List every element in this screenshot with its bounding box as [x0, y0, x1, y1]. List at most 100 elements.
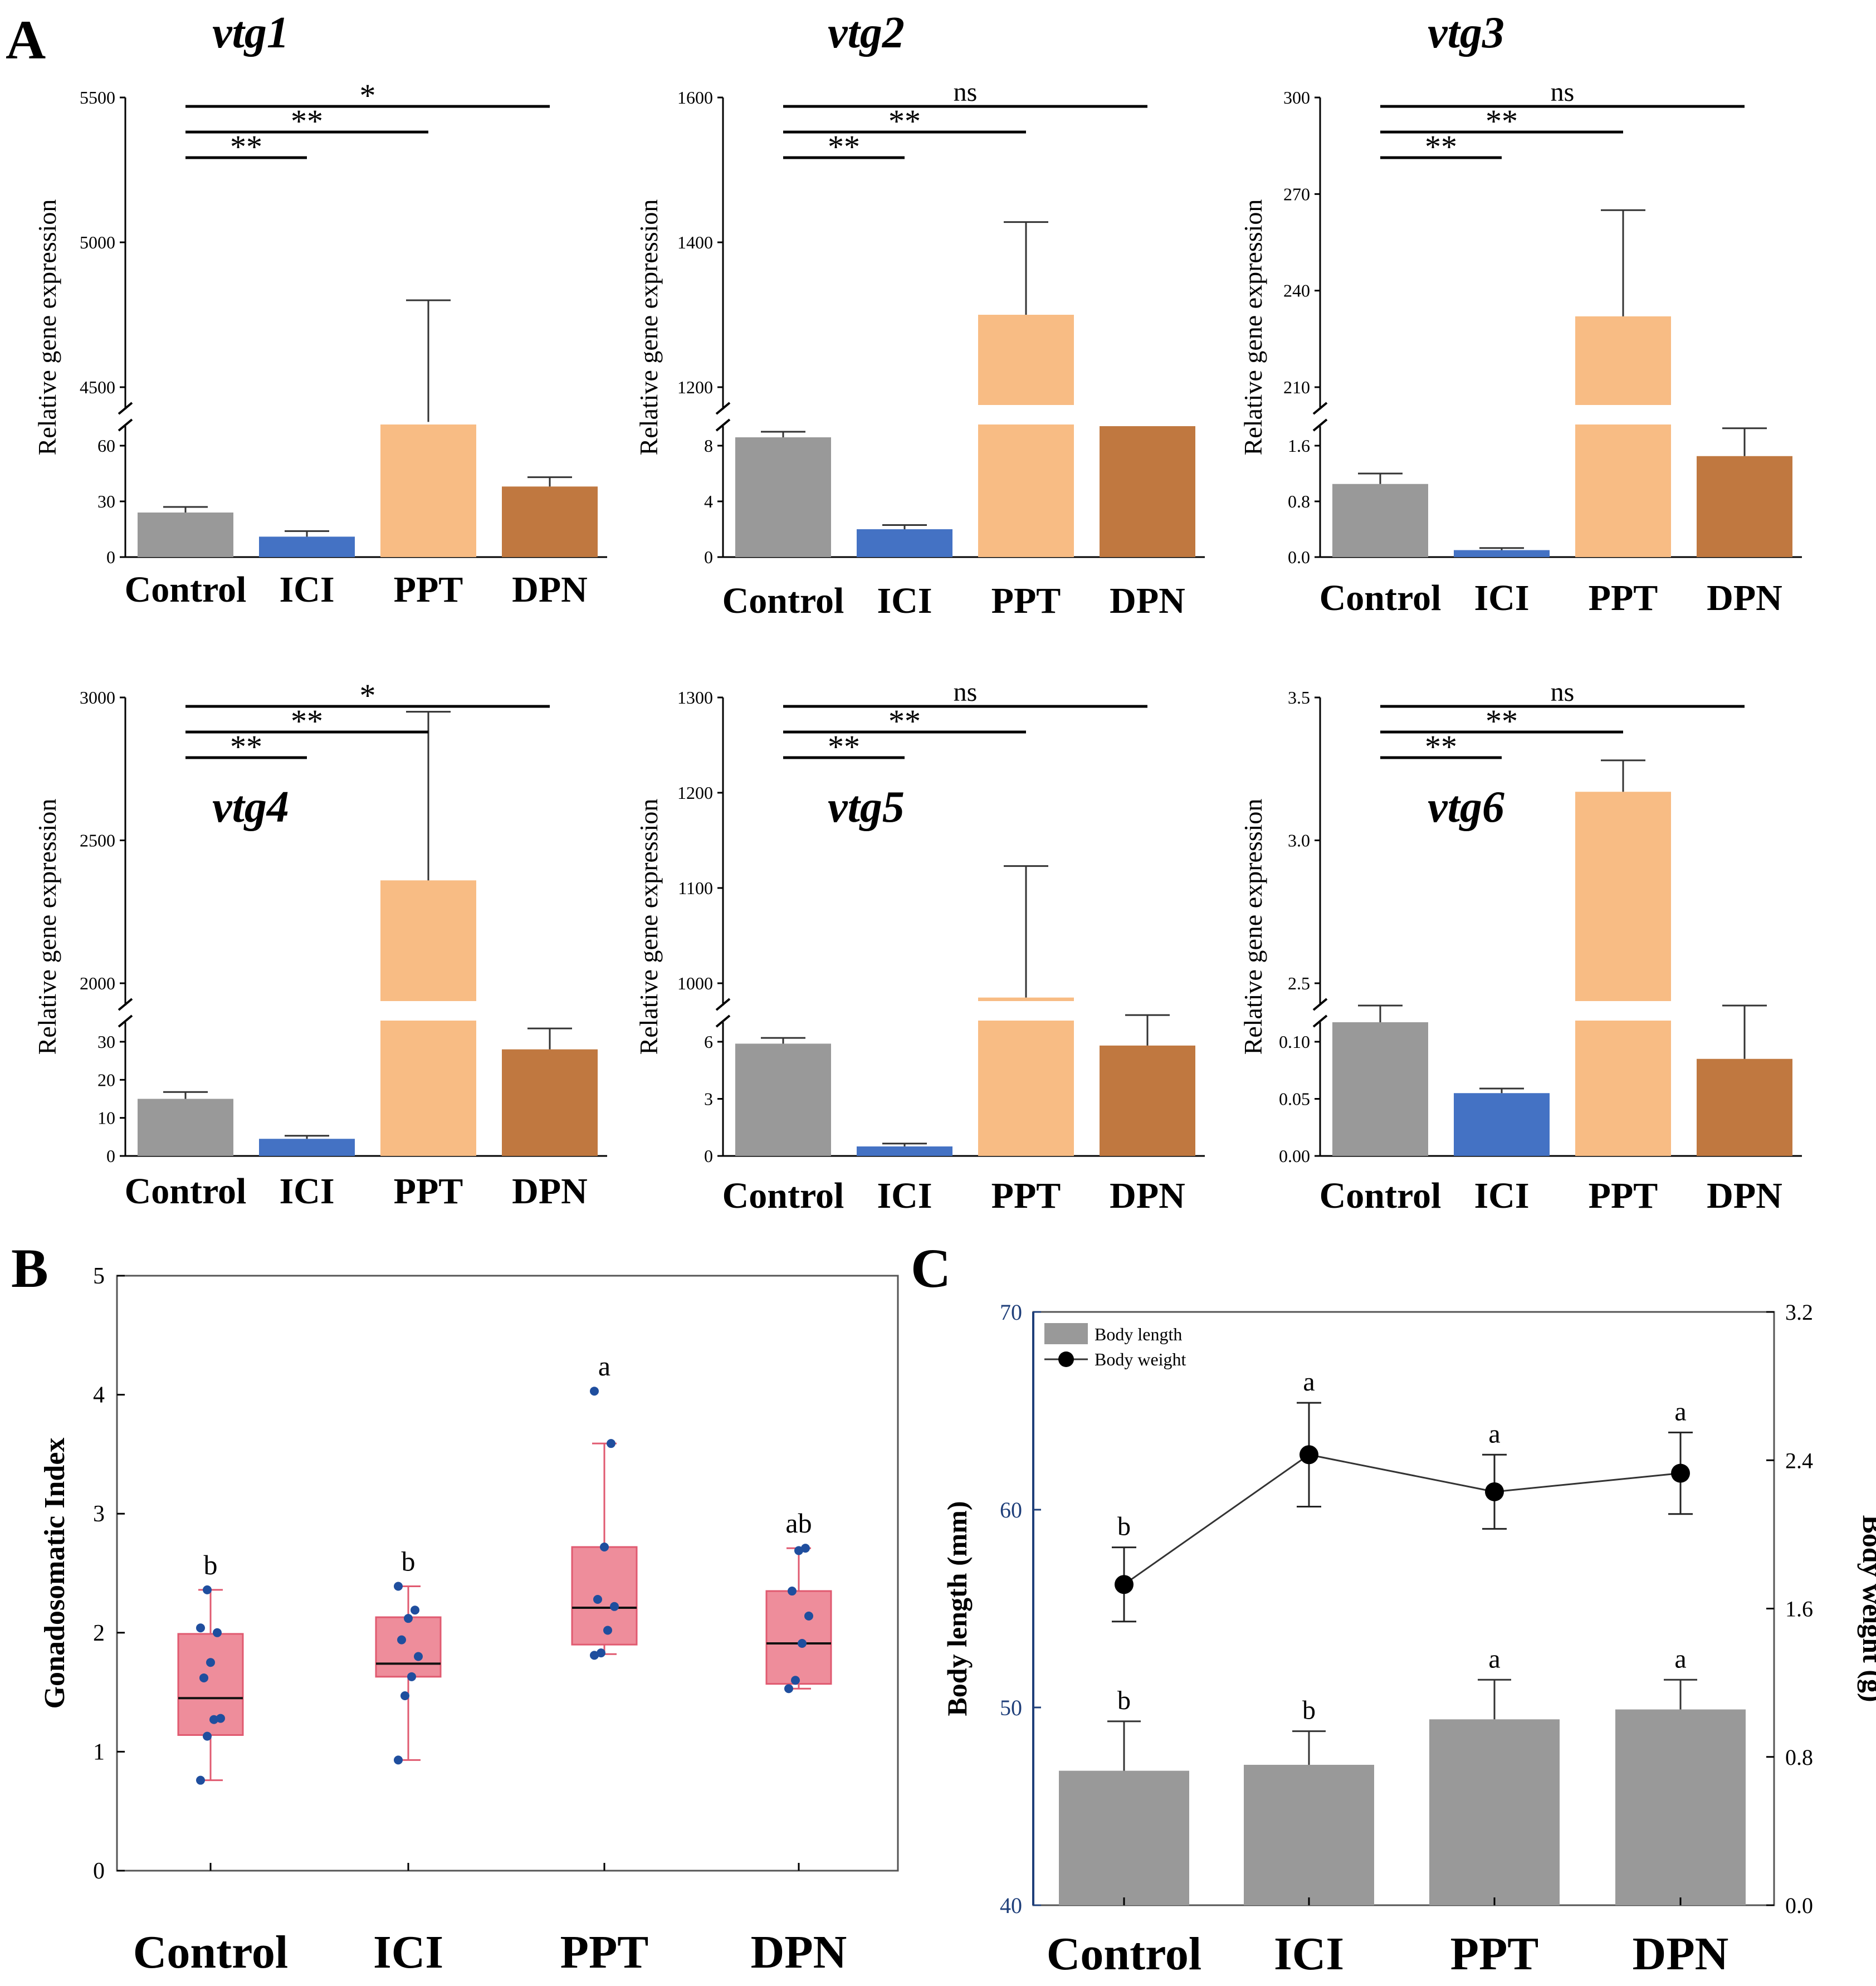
data-point [414, 1652, 423, 1661]
right-tick-label: 1.6 [1785, 1597, 1813, 1622]
length-letter: a [1488, 1644, 1500, 1673]
y-tick-label: 4 [704, 491, 713, 511]
data-point [590, 1387, 599, 1396]
y-tick-label: 3.5 [1288, 687, 1310, 707]
y-tick-label: 1200 [677, 783, 713, 803]
panel-label-c: C [911, 1237, 951, 1299]
significance-label: * [360, 77, 376, 114]
significance-label: ** [888, 103, 921, 139]
y-tick-label: 1400 [677, 232, 713, 252]
axis-break-mark [1312, 998, 1328, 1011]
bar-dpn [1100, 426, 1195, 557]
significance-label: ns [1551, 77, 1575, 107]
y-tick-label: 0 [704, 1146, 713, 1166]
weight-point [1485, 1482, 1504, 1501]
data-point [394, 1755, 403, 1765]
x-tick-label: Control [133, 1926, 288, 1978]
bar-ppt-lower [380, 424, 476, 557]
bar-control [1332, 484, 1428, 557]
bar-dpn [502, 486, 598, 557]
y-tick-label: 4 [93, 1383, 105, 1408]
bar-dpn [1697, 456, 1792, 557]
x-tick-label: PPT [991, 580, 1061, 621]
bar-ici [1454, 550, 1550, 557]
y-tick-label: 0.05 [1279, 1089, 1310, 1109]
legend-swatch-length [1044, 1323, 1088, 1344]
significance-label: ns [954, 77, 978, 107]
plot-frame [116, 1275, 899, 1872]
data-point [791, 1676, 800, 1685]
chart-title: vtg6 [1428, 783, 1504, 832]
bar-control [138, 513, 233, 557]
weight-point [1115, 1575, 1134, 1594]
right-axis-label: Body weight (g) [1857, 1515, 1876, 1702]
y-tick-label: 1 [93, 1739, 105, 1765]
y-tick-label: 5000 [80, 232, 115, 252]
y-tick-label: 2.5 [1288, 973, 1310, 993]
data-point [397, 1635, 406, 1645]
axis-break-mark [1312, 402, 1328, 415]
chart-title: vtg2 [828, 8, 905, 57]
y-axis-label: Gonadosomatic Index [39, 1438, 71, 1709]
y-axis-label: Relative gene expression [1239, 799, 1267, 1055]
x-tick-label: Control [1047, 1928, 1201, 1980]
y-tick-label: 60 [97, 436, 115, 456]
significance-label: ** [1425, 729, 1457, 765]
panel-label-b: B [11, 1237, 48, 1299]
x-tick-label: ICI [1274, 1928, 1344, 1980]
axis-break-mark [715, 1014, 731, 1028]
y-tick-label: 2 [93, 1621, 105, 1646]
box-ppt: a [571, 1350, 638, 1660]
axis-break-mark [118, 998, 133, 1011]
chart-vtg1: 0 30 60 4500 5000 5500 Relative gene expressio… [33, 8, 607, 610]
x-tick-label: PPT [394, 1171, 463, 1212]
bar-control [138, 1099, 233, 1156]
right-tick-label: 0.0 [1785, 1893, 1813, 1918]
data-point [784, 1684, 793, 1694]
data-point [590, 1651, 599, 1660]
significance-label: ns [1551, 677, 1575, 707]
bar-ppt-lower [380, 1021, 476, 1156]
x-tick-label: Control [125, 1171, 247, 1212]
weight-point [1299, 1445, 1318, 1465]
significance-label: ** [1486, 103, 1518, 139]
data-point [213, 1628, 222, 1637]
y-tick-label: 5500 [80, 87, 115, 108]
y-axis-label: Relative gene expression [1239, 199, 1267, 456]
data-point [607, 1439, 615, 1448]
y-axis-label: Relative gene expression [33, 199, 61, 456]
right-tick-label: 3.2 [1785, 1300, 1813, 1325]
bar-ppt-upper [978, 997, 1074, 1001]
chart-vtg4: 0 10 20 30 2000 2500 3000 Relative gene express… [33, 677, 607, 1212]
data-point [593, 1594, 602, 1604]
x-tick-label: DPN [751, 1926, 847, 1978]
bar-ppt-upper [1575, 316, 1671, 405]
x-tick-label: ICI [1474, 578, 1529, 618]
significance-label: ** [230, 729, 262, 765]
panel-c-body-length-weight: 40 50 60 70 0.0 0.8 1.6 2.4 3.2 Body length (mm) B… [941, 1300, 1876, 1980]
data-point [407, 1672, 416, 1681]
data-point [804, 1611, 813, 1621]
significance-label: ** [828, 129, 860, 165]
y-tick-label: 10 [97, 1108, 115, 1128]
chart-vtg3: 0.0 0.8 1.6 210 240 270 300 Relative gene expre… [1239, 8, 1802, 618]
bar-ici [857, 1146, 952, 1156]
data-point [801, 1544, 810, 1553]
box-control: b [177, 1549, 244, 1785]
weight-letter: a [1488, 1419, 1500, 1448]
length-bar-ppt [1429, 1719, 1560, 1905]
significance-label: ** [230, 129, 262, 165]
length-bar-control [1059, 1770, 1189, 1905]
y-tick-label: 0 [704, 547, 713, 567]
bar-ici [1454, 1093, 1550, 1156]
x-tick-label: ICI [1474, 1175, 1529, 1216]
weight-letter: a [1303, 1367, 1315, 1397]
y-tick-label: 3 [704, 1089, 713, 1109]
data-point [798, 1639, 807, 1648]
axis-break-mark [715, 402, 731, 415]
significance-label: ns [954, 677, 978, 707]
y-axis-label: Relative gene expression [33, 799, 61, 1055]
box [765, 1590, 832, 1685]
length-letter: b [1302, 1696, 1316, 1725]
